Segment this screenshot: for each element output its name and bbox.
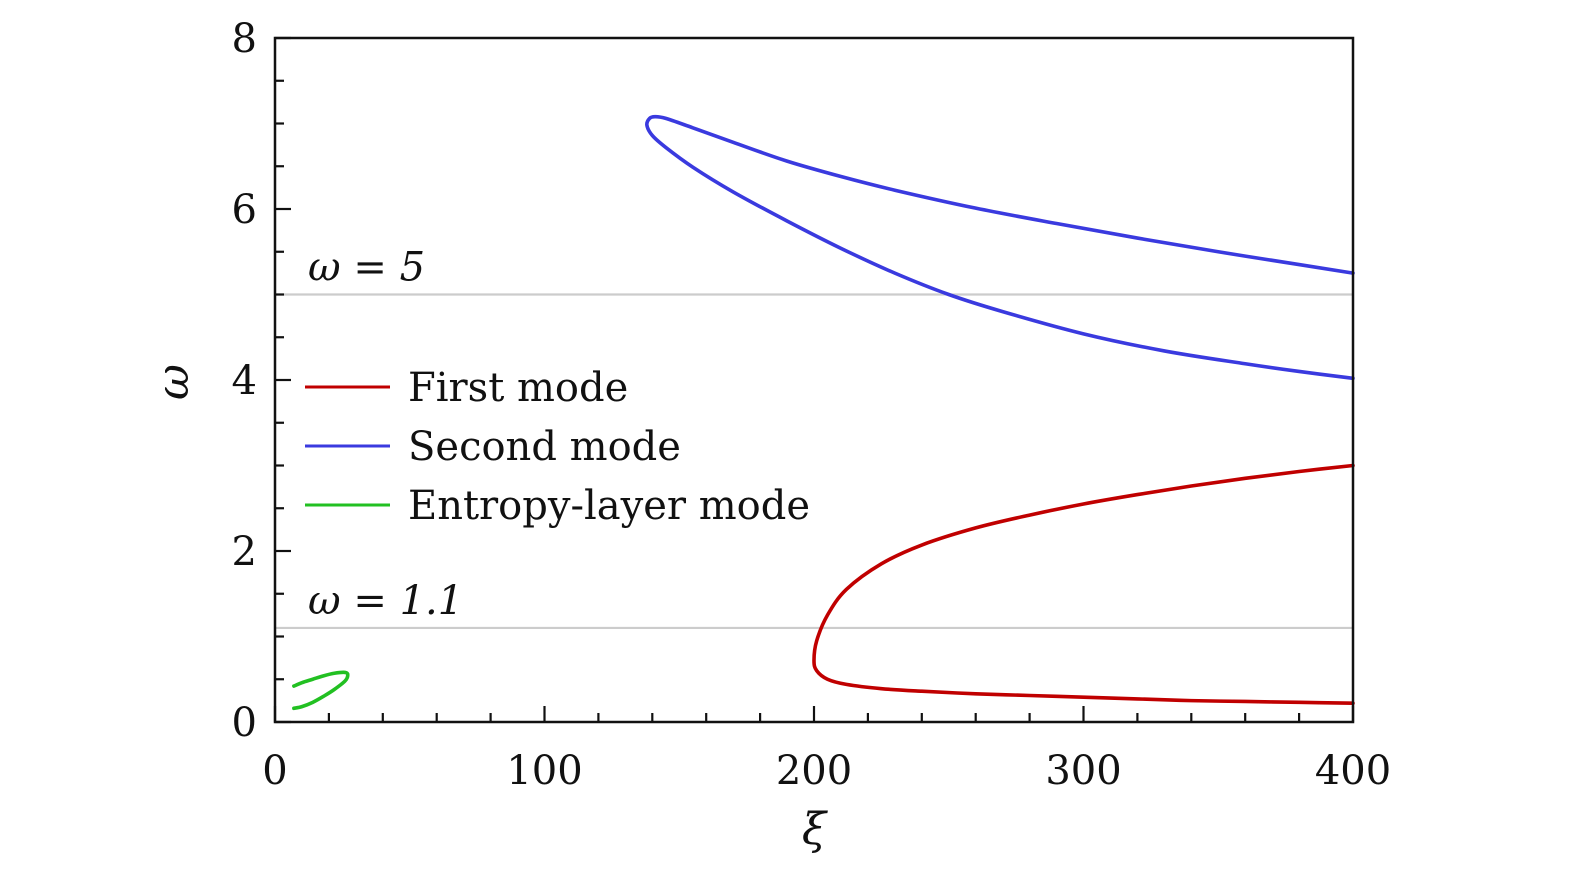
reference-line-label: ω = 1.1: [308, 578, 463, 624]
plot-frame: [273, 36, 1355, 724]
x-tick-label: 100: [506, 748, 582, 794]
x-axis-label: ξ: [802, 804, 829, 855]
legend: First mode Second mode Entropy-layer mode: [305, 365, 810, 529]
reference-line-label: ω = 5: [308, 245, 425, 291]
tick-labels: 0 100 200 300 400 0 2 4 6 8: [232, 16, 1392, 794]
first-mode-line: [812, 463, 1355, 705]
y-tick-label: 2: [232, 529, 257, 575]
x-tick-label: 400: [1315, 748, 1391, 794]
reference-lines: ω = 5 ω = 1.1: [275, 245, 1353, 630]
series-layer: [292, 114, 1355, 711]
y-axis-label: ω: [148, 364, 199, 400]
x-tick-label: 200: [776, 748, 852, 794]
y-tick-label: 4: [232, 358, 257, 404]
y-tick-label: 6: [232, 187, 257, 233]
x-tick-label: 300: [1045, 748, 1121, 794]
legend-label: Entropy-layer mode: [408, 483, 810, 529]
entropy-layer-mode-line: [292, 670, 350, 711]
legend-label: First mode: [408, 365, 628, 411]
second-mode-line: [645, 114, 1355, 381]
y-tick-label: 8: [232, 16, 257, 62]
legend-label: Second mode: [408, 424, 681, 470]
x-tick-label: 0: [262, 748, 287, 794]
y-tick-label: 0: [232, 700, 257, 746]
